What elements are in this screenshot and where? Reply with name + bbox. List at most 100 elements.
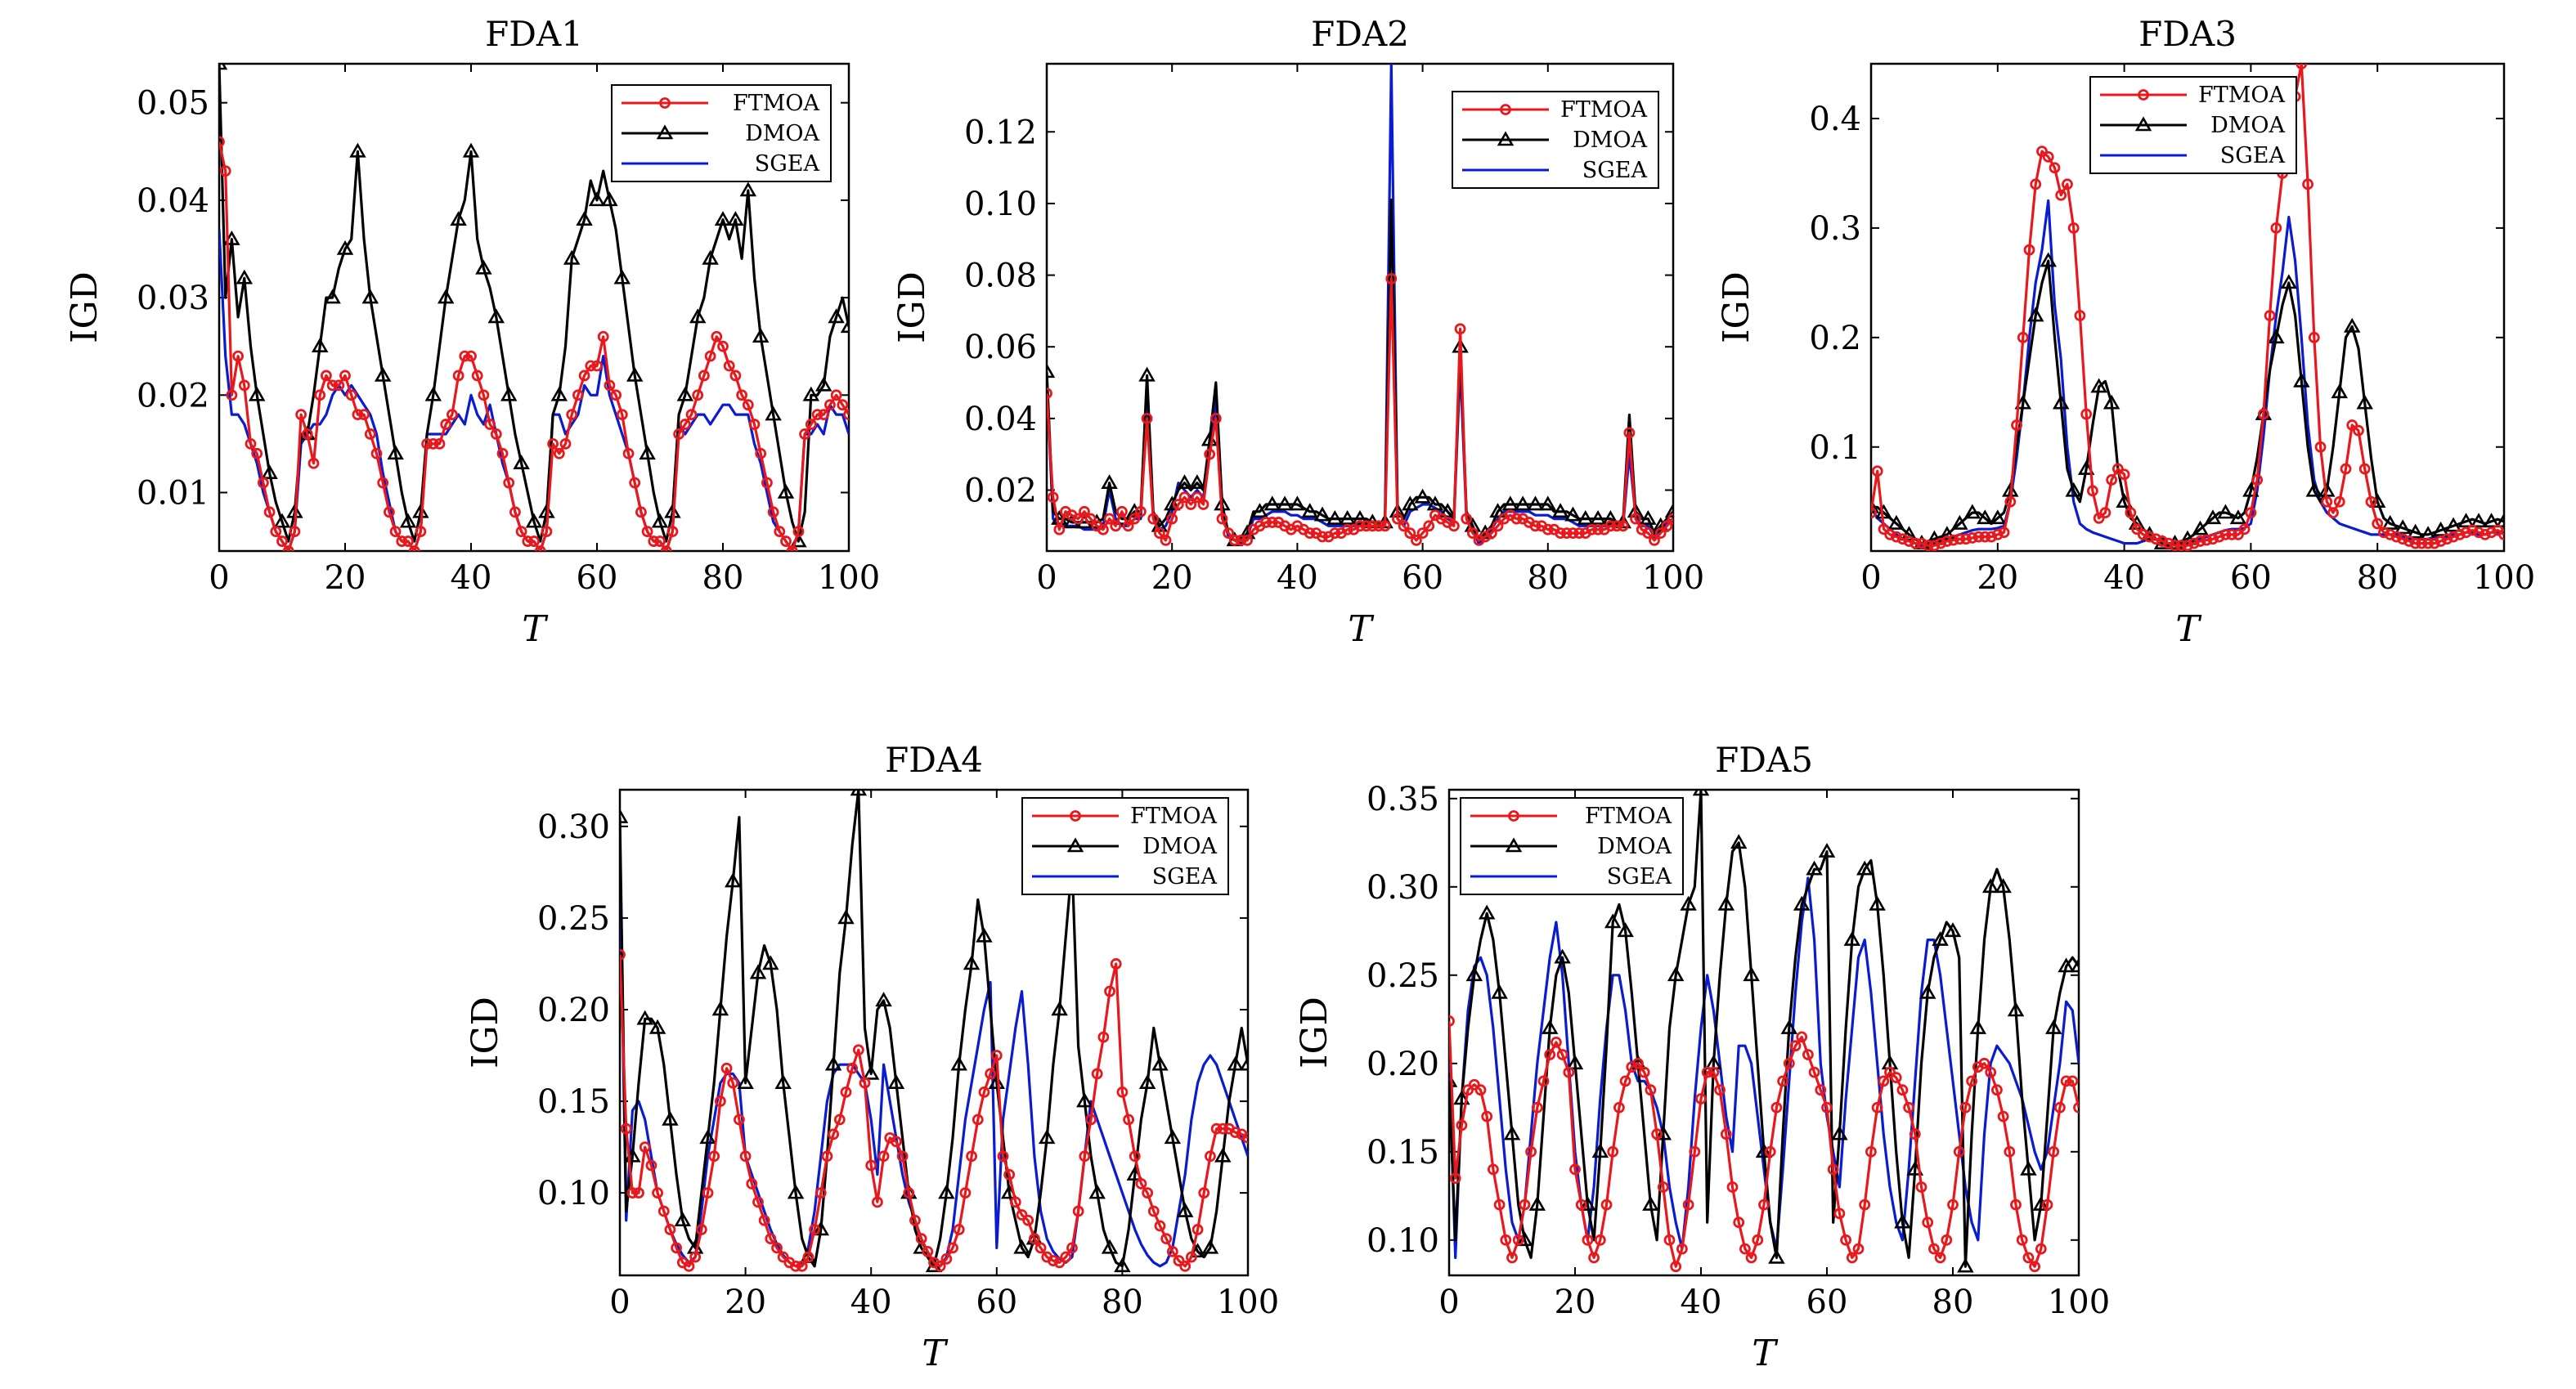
data-point (276, 535, 288, 547)
data-point (1449, 1172, 1461, 1185)
y-tick-label: 0.02 (964, 473, 1037, 510)
data-point (1569, 1163, 1581, 1176)
data-point (2052, 394, 2070, 410)
data-point (1667, 513, 1673, 525)
y-tick-label: 0.12 (964, 114, 1037, 151)
data-point (2150, 533, 2162, 545)
data-point (282, 545, 294, 551)
data-point (685, 409, 698, 421)
x-tick-label: 100 (2473, 559, 2535, 597)
data-point (2479, 529, 2491, 540)
legend-marker (1505, 837, 1523, 853)
data-point (1592, 523, 1604, 535)
data-point (2343, 317, 2361, 333)
data-point (2004, 495, 2017, 508)
data-point (2331, 383, 2349, 399)
x-tick-label: 80 (702, 559, 744, 597)
data-point (2070, 957, 2079, 973)
data-point (1192, 1224, 1204, 1235)
data-point (2204, 509, 2222, 525)
data-point (1339, 509, 1356, 525)
data-point (947, 1242, 958, 1254)
data-point (2023, 244, 2035, 256)
data-point (821, 1150, 833, 1163)
x-axis-label: T (522, 608, 549, 650)
data-point (2010, 1199, 2022, 1211)
data-point (1575, 1199, 1587, 1211)
data-point (1084, 513, 1097, 525)
data-point (1871, 1101, 1883, 1113)
data-point (1910, 537, 1922, 549)
legend-label: DMOA (745, 121, 819, 146)
data-point (938, 1184, 955, 1199)
data-point (761, 477, 773, 489)
data-point (997, 1150, 1009, 1163)
data-point (2137, 529, 2149, 540)
data-point (1573, 527, 1585, 539)
data-point (2390, 531, 2403, 543)
data-point (812, 1221, 830, 1236)
data-point (824, 399, 836, 411)
data-point (708, 1150, 720, 1163)
data-point (1919, 984, 1936, 999)
data-point (1720, 1128, 1732, 1140)
data-point (1179, 1260, 1192, 1272)
data-point (1586, 523, 1598, 535)
data-point (976, 927, 993, 943)
legend-marker (1066, 837, 1084, 853)
data-point (452, 370, 464, 382)
data-point (1815, 1084, 1827, 1096)
data-point (238, 379, 250, 392)
data-point (734, 1113, 745, 1126)
series-line (1449, 790, 2079, 1268)
data-point (714, 211, 732, 226)
data-point (871, 1196, 883, 1208)
data-point (1730, 834, 1748, 849)
data-point (1758, 1199, 1770, 1211)
data-point (1632, 1057, 1644, 1069)
data-point (553, 447, 565, 459)
data-point (1129, 1150, 1141, 1163)
data-point (2495, 513, 2504, 528)
data-point (1714, 1084, 1726, 1096)
data-point (1878, 1075, 1890, 1087)
data-point (358, 409, 370, 421)
data-point (1151, 1055, 1169, 1071)
data-point (702, 249, 719, 265)
data-point (660, 545, 672, 551)
data-point (692, 389, 704, 401)
data-point (909, 1214, 921, 1226)
data-point (1097, 523, 1109, 535)
data-point (2035, 1243, 2047, 1255)
data-point (2125, 507, 2137, 519)
legend-entry-sgea: SGEA (1462, 158, 1647, 183)
data-point (1114, 1257, 1131, 1273)
data-point (349, 142, 366, 158)
data-point (1986, 531, 1997, 543)
legend-entry-dmoa: DMOA (1462, 128, 1647, 153)
data-point (1266, 517, 1278, 528)
data-point (1654, 1125, 1672, 1140)
data-point (1416, 527, 1429, 539)
data-point (326, 379, 339, 392)
data-point (345, 389, 357, 401)
data-point (2053, 1101, 2066, 1113)
data-point (2175, 540, 2188, 551)
data-point (559, 437, 572, 450)
data-point (484, 419, 496, 430)
data-point (361, 289, 379, 304)
data-point (771, 1242, 783, 1254)
data-point (1525, 1145, 1537, 1158)
y-axis-label: IGD (1716, 271, 1757, 343)
data-point (749, 964, 767, 979)
data-point (1160, 534, 1172, 546)
data-point (1739, 1243, 1751, 1255)
data-point (1843, 930, 1861, 946)
data-point (1903, 1101, 1915, 1113)
data-point (1239, 1055, 1248, 1071)
data-point (922, 1245, 934, 1257)
data-point (765, 405, 782, 421)
y-tick-label: 0.30 (537, 809, 610, 846)
data-point (1491, 984, 1508, 999)
data-point (1555, 527, 1567, 539)
